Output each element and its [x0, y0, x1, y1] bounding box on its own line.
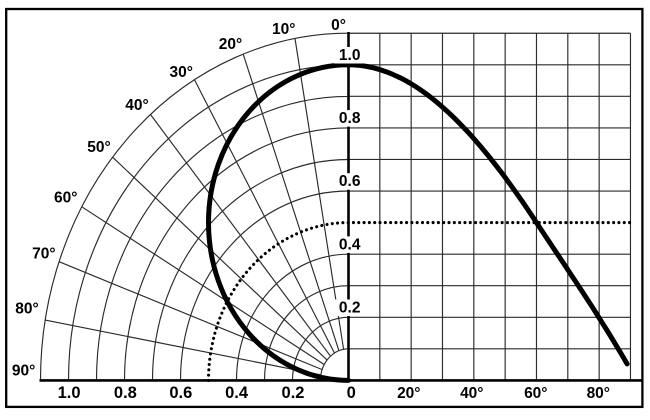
- svg-text:80°: 80°: [15, 301, 38, 318]
- svg-text:30°: 30°: [169, 64, 192, 81]
- svg-text:0°: 0°: [331, 17, 346, 34]
- svg-text:0.4: 0.4: [225, 384, 249, 402]
- svg-text:0.6: 0.6: [339, 173, 361, 190]
- svg-text:1.0: 1.0: [58, 384, 81, 402]
- svg-text:0.8: 0.8: [339, 110, 361, 127]
- svg-text:0: 0: [347, 384, 356, 402]
- svg-text:60°: 60°: [524, 385, 547, 402]
- svg-text:70°: 70°: [32, 245, 55, 262]
- svg-text:80°: 80°: [587, 385, 610, 402]
- svg-text:0.4: 0.4: [339, 236, 361, 253]
- svg-text:0.2: 0.2: [282, 384, 305, 402]
- svg-text:20°: 20°: [397, 385, 420, 402]
- svg-text:50°: 50°: [87, 139, 110, 156]
- svg-text:0.8: 0.8: [114, 384, 137, 402]
- svg-text:1.0: 1.0: [339, 47, 361, 64]
- svg-text:10°: 10°: [272, 21, 295, 38]
- svg-text:20°: 20°: [219, 36, 242, 53]
- svg-text:40°: 40°: [125, 97, 148, 114]
- svg-text:0.6: 0.6: [169, 384, 192, 402]
- svg-text:60°: 60°: [54, 189, 77, 206]
- svg-text:40°: 40°: [460, 385, 483, 402]
- svg-text:90°: 90°: [12, 362, 35, 379]
- svg-text:0.2: 0.2: [339, 300, 361, 317]
